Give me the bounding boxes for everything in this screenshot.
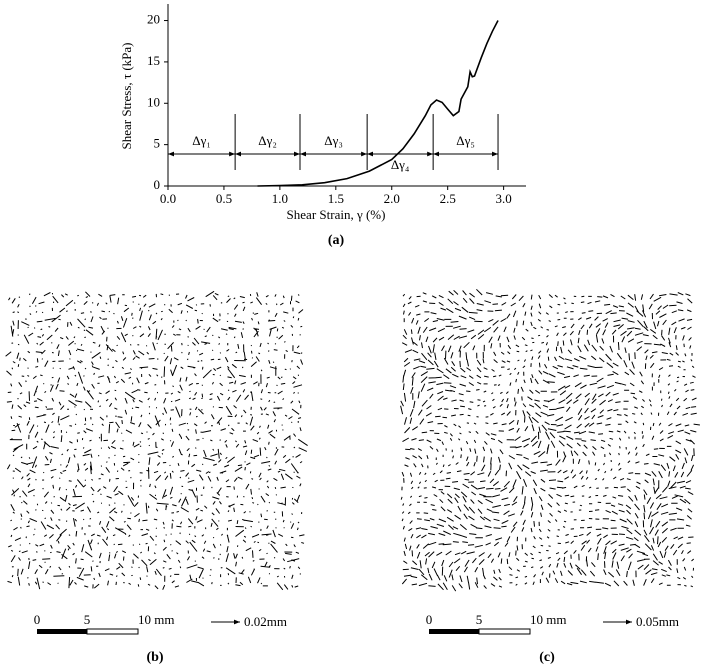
interval-label: Δγ₂ (258, 133, 277, 148)
x-tick-label: 0.5 (216, 191, 232, 206)
y-axis-label: Shear Stress, τ (kPa) (119, 42, 134, 149)
line (257, 20, 499, 187)
x-tick-label: 2.5 (440, 191, 456, 206)
x-tick-label: 1.5 (328, 191, 344, 206)
x-tick-label: 2.0 (384, 191, 400, 206)
panel: 0 5 10 mm 0.02mm (b) (5, 290, 308, 665)
scale-bar-label: 5 (84, 612, 91, 627)
y-tick-label: 15 (147, 53, 160, 68)
interval-label: Δγ₃ (324, 133, 343, 148)
interval-label: Δγ₁ (192, 133, 211, 148)
vector-field (400, 288, 700, 592)
y-tick-label: 5 (154, 136, 161, 151)
y-tick-label: 20 (147, 12, 160, 27)
x-tick-label: 0.0 (160, 191, 176, 206)
y-tick-label: 0 (154, 177, 161, 192)
scale-bar-label: 5 (476, 612, 483, 627)
vector-field (5, 290, 308, 591)
scale-bar-label: 10 mm (530, 612, 566, 627)
scale-bar-white (478, 628, 531, 635)
x-tick-label: 3.0 (496, 191, 512, 206)
scale-bar-label: 10 mm (138, 612, 174, 627)
x-axis-label: Shear Strain, γ (%) (287, 207, 386, 222)
scale-bar-label: 0 (426, 612, 433, 627)
panel: 0 5 10 mm 0.05mm (c) (400, 288, 700, 665)
x-tick-label: 1.0 (272, 191, 288, 206)
y-tick-label: 10 (147, 94, 160, 109)
interval-label: Δγ₅ (456, 133, 475, 148)
scale-bar-label: 0 (34, 612, 41, 627)
vector-scale: 0.05mm (636, 614, 679, 629)
interval-label: Δγ₄ (391, 157, 410, 172)
scale-bar-white (86, 628, 139, 635)
caption: (b) (146, 650, 163, 665)
scale-bar-black (429, 629, 479, 634)
vector-scale: 0.02mm (244, 614, 287, 629)
scale-bar-black (37, 629, 87, 634)
caption: (c) (539, 650, 555, 665)
caption: (a) (328, 233, 345, 248)
